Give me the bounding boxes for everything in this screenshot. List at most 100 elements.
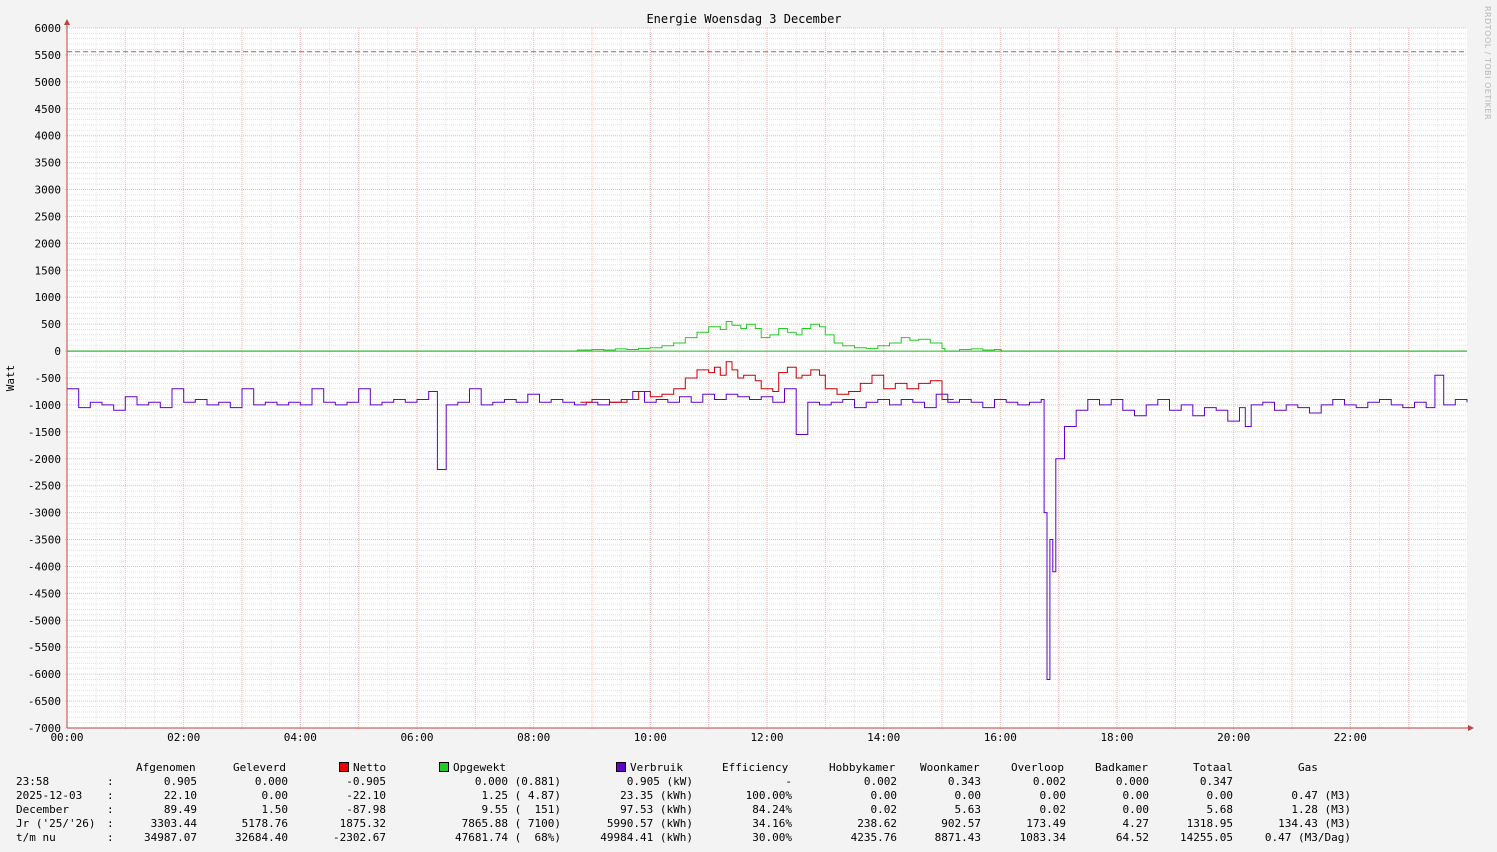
legend-cell-hobbykamer: 0.002 bbox=[863, 775, 897, 788]
y-tick-label: -5500 bbox=[28, 641, 61, 654]
legend-header-opgewekt: Opgewekt bbox=[439, 761, 506, 775]
legend-header-label: Totaal bbox=[1193, 761, 1233, 774]
y-tick-label: -500 bbox=[35, 372, 62, 385]
opgewekt-color-swatch bbox=[439, 762, 449, 772]
legend-cell-netto: 1875.32 bbox=[339, 817, 386, 830]
x-tick-label: 00:00 bbox=[50, 731, 83, 744]
legend-row-separator: : bbox=[107, 817, 114, 830]
y-tick-label: -5000 bbox=[28, 614, 61, 627]
legend-header-label: Overloop bbox=[1011, 761, 1064, 774]
legend-cell-netto: -2302.67 bbox=[333, 831, 386, 844]
series-layer bbox=[67, 321, 1468, 680]
x-tick-label: 16:00 bbox=[984, 731, 1017, 744]
legend-header-label: Gas bbox=[1298, 761, 1318, 774]
legend-cell-geleverd: 32684.40 bbox=[235, 831, 288, 844]
legend-cell-opgewekt: 0.000 (0.881) bbox=[474, 775, 561, 788]
y-tick-label: 1500 bbox=[35, 264, 62, 277]
legend-header-label: Opgewekt bbox=[453, 761, 506, 774]
legend-header-verbruik: Verbruik bbox=[616, 761, 683, 775]
legend-header-totaal: Totaal bbox=[1193, 761, 1233, 775]
legend-header-label: Verbruik bbox=[630, 761, 683, 774]
legend-cell-woonkamer: 5.63 bbox=[954, 803, 982, 816]
y-tick-label: -1000 bbox=[28, 399, 61, 412]
legend-header-label: Badkamer bbox=[1095, 761, 1148, 774]
legend-cell-overloop: 173.49 bbox=[1026, 817, 1066, 830]
x-tick-label: 18:00 bbox=[1100, 731, 1133, 744]
legend-header-label: Hobbykamer bbox=[829, 761, 896, 774]
legend-row-separator: : bbox=[107, 831, 114, 844]
legend-cell-badkamer: 4.27 bbox=[1122, 817, 1150, 830]
legend-row-label: 23:58 bbox=[16, 775, 50, 788]
legend-row-label: December bbox=[16, 803, 69, 816]
legend-cell-badkamer: 0.00 bbox=[1122, 803, 1150, 816]
legend-cell-totaal: 1318.95 bbox=[1186, 817, 1233, 830]
legend-row-separator: : bbox=[107, 803, 114, 816]
legend-cell-verbruik: 49984.41 (kWh) bbox=[600, 831, 693, 844]
legend-cell-overloop: 0.00 bbox=[1039, 789, 1067, 802]
legend-cell-hobbykamer: 4235.76 bbox=[850, 831, 897, 844]
legend-cell-gas: 134.43 (M3) bbox=[1278, 817, 1351, 830]
legend-cell-totaal: 0.347 bbox=[1199, 775, 1233, 788]
legend-row-label: 2025-12-03 bbox=[16, 789, 83, 802]
legend-cell-afgenomen: 22.10 bbox=[163, 789, 197, 802]
series-line-verbruik bbox=[67, 374, 1468, 680]
legend-cell-efficiency: 34.16% bbox=[752, 817, 792, 830]
legend-cell-overloop: 1083.34 bbox=[1019, 831, 1066, 844]
legend-cell-netto: -0.905 bbox=[346, 775, 386, 788]
grid-layer bbox=[65, 27, 1467, 730]
y-axis-label: Watt bbox=[4, 365, 17, 392]
legend-cell-afgenomen: 89.49 bbox=[163, 803, 197, 816]
y-tick-label: -4000 bbox=[28, 560, 61, 573]
x-tick-label: 12:00 bbox=[750, 731, 783, 744]
legend-cell-geleverd: 0.00 bbox=[261, 789, 289, 802]
legend-header-label: Efficiency bbox=[722, 761, 789, 774]
y-tick-label: -1500 bbox=[28, 426, 61, 439]
legend-header-badkamer: Badkamer bbox=[1095, 761, 1148, 775]
series-line-netto bbox=[580, 361, 954, 403]
legend-cell-opgewekt: 9.55 ( 151) bbox=[481, 803, 561, 816]
y-tick-label: 1000 bbox=[35, 291, 62, 304]
x-tick-label: 14:00 bbox=[867, 731, 900, 744]
legend-cell-verbruik: 97.53 (kWh) bbox=[620, 803, 693, 816]
legend-cell-woonkamer: 0.343 bbox=[947, 775, 981, 788]
y-tick-label: 2500 bbox=[35, 210, 62, 223]
legend-cell-gas: 1.28 (M3) bbox=[1291, 803, 1351, 816]
legend-cell-efficiency: 100.00% bbox=[745, 789, 792, 802]
y-tick-label: 4000 bbox=[35, 130, 62, 143]
legend-header-woonkamer: Woonkamer bbox=[920, 761, 980, 775]
y-axis-arrow bbox=[64, 19, 70, 25]
y-tick-label: 0 bbox=[54, 345, 61, 358]
legend-cell-verbruik: 5990.57 (kWh) bbox=[606, 817, 693, 830]
legend-header-gas: Gas bbox=[1298, 761, 1318, 775]
legend-row-separator: : bbox=[107, 789, 114, 802]
y-tick-label: 4500 bbox=[35, 103, 62, 116]
legend-cell-verbruik: 0.905 (kW) bbox=[626, 775, 693, 788]
x-tick-label: 08:00 bbox=[517, 731, 550, 744]
legend-cell-overloop: 0.002 bbox=[1032, 775, 1066, 788]
legend-row-separator: : bbox=[107, 775, 114, 788]
legend-cell-hobbykamer: 0.02 bbox=[870, 803, 898, 816]
y-tick-label: -7000 bbox=[28, 722, 61, 735]
legend-header-label: Netto bbox=[353, 761, 387, 774]
y-tick-label: -2000 bbox=[28, 453, 61, 466]
legend-cell-efficiency: 30.00% bbox=[752, 831, 792, 844]
y-tick-label: -6500 bbox=[28, 695, 61, 708]
legend-header-geleverd: Geleverd bbox=[233, 761, 286, 775]
legend-cell-gas: 0.47 (M3) bbox=[1291, 789, 1351, 802]
legend-header-label: Woonkamer bbox=[920, 761, 980, 774]
legend-cell-geleverd: 5178.76 bbox=[241, 817, 288, 830]
y-tick-label: 3000 bbox=[35, 184, 62, 197]
legend-cell-afgenomen: 34987.07 bbox=[144, 831, 197, 844]
y-tick-label: 2000 bbox=[35, 237, 62, 250]
legend-cell-woonkamer: 902.57 bbox=[941, 817, 981, 830]
legend-cell-overloop: 0.02 bbox=[1039, 803, 1067, 816]
legend-header-label: Afgenomen bbox=[136, 761, 196, 774]
y-tick-label: 5000 bbox=[35, 76, 62, 89]
legend-header-hobbykamer: Hobbykamer bbox=[829, 761, 895, 775]
legend-cell-opgewekt: 1.25 ( 4.87) bbox=[481, 789, 561, 802]
legend-cell-afgenomen: 0.905 bbox=[163, 775, 197, 788]
legend-cell-hobbykamer: 0.00 bbox=[870, 789, 898, 802]
legend-header-netto: Netto bbox=[339, 761, 386, 775]
legend-header-afgenomen: Afgenomen bbox=[136, 761, 196, 775]
